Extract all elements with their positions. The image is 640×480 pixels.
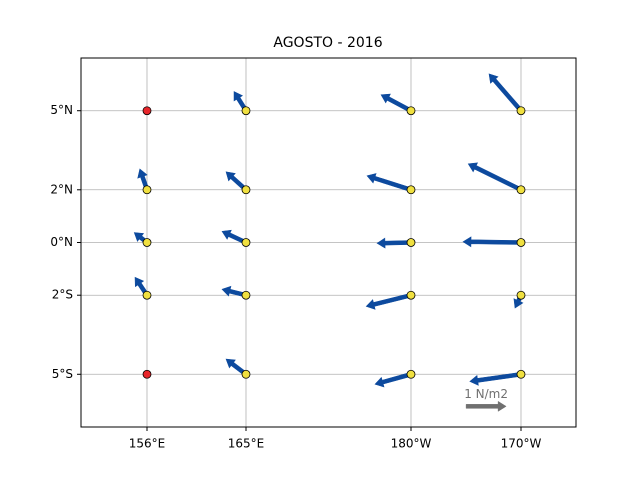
station-marker (516, 238, 526, 247)
station-marker (406, 238, 416, 247)
y-tick-label: 5°N (50, 103, 73, 117)
wind-arrow (488, 73, 523, 113)
station-marker (406, 369, 416, 379)
station-marker (142, 369, 152, 379)
station-marker (516, 185, 526, 195)
station-marker (241, 238, 251, 247)
y-tick-label: 2°N (50, 182, 73, 196)
station-marker (516, 290, 526, 300)
station-marker (142, 185, 152, 195)
wind-arrow (376, 237, 412, 249)
wind-arrow (380, 93, 413, 113)
x-tick-label: 180°W (391, 437, 432, 451)
station-marker (406, 106, 416, 116)
station-marker (241, 106, 251, 116)
station-marker (142, 106, 152, 116)
y-tick-label: 2°S (52, 288, 73, 302)
station-marker (142, 238, 152, 247)
wind-arrow (366, 173, 412, 193)
y-tick-label: 0°N (50, 235, 73, 249)
station-marker (142, 290, 152, 300)
x-tick-label: 170°W (501, 437, 542, 451)
wind-arrow (374, 372, 412, 388)
station-marker (241, 369, 251, 379)
station-marker (516, 106, 526, 116)
key-arrow (465, 400, 507, 412)
chart-title: AGOSTO - 2016 (273, 35, 382, 51)
y-tick-label: 5°S (52, 367, 73, 381)
wind-arrow (467, 162, 523, 192)
station-marker (516, 369, 526, 379)
wind-arrow (469, 372, 522, 386)
key-label: 1 N/m2 (464, 387, 508, 401)
station-marker (241, 185, 251, 195)
x-tick-label: 156°E (129, 437, 166, 451)
station-marker (406, 185, 416, 195)
wind-arrow (365, 292, 412, 310)
plot-frame (80, 57, 577, 428)
x-tick-label: 165°E (228, 437, 265, 451)
wind-arrow (462, 236, 522, 248)
station-marker (406, 290, 416, 300)
station-marker (241, 290, 251, 300)
